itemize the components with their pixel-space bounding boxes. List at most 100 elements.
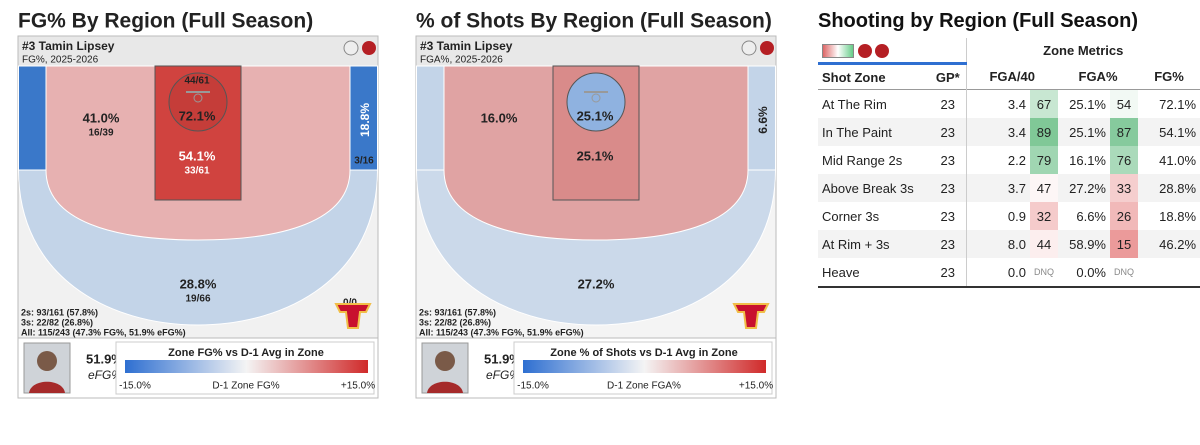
group-header: Zone Metrics xyxy=(1043,43,1124,59)
stat-line: 3s: 22/82 (26.8%) xyxy=(21,317,93,327)
percentile-cell: 44 xyxy=(1030,230,1058,258)
photo-head xyxy=(37,351,57,371)
panel-header xyxy=(416,36,776,66)
table-row: At Rim + 3s 23 8.0 44 58.9% 15 46.2% xyxy=(818,230,1200,258)
table-cell: 41.0% xyxy=(1159,152,1197,168)
zone-count-label: 33/61 xyxy=(184,166,209,177)
table-cell: 23 xyxy=(930,118,967,146)
zone-count-label: 16/39 xyxy=(88,128,113,139)
percentile-cell: 47 xyxy=(1030,174,1058,202)
table-row: At The Rim 23 3.4 67 25.1% 54 72.1% xyxy=(818,89,1200,118)
percentile-cell: 87 xyxy=(1110,118,1138,146)
panel-subtitle: FGA%, 2025-2026 xyxy=(420,55,503,66)
efg-value: 51.9% xyxy=(484,351,521,366)
table-row: Corner 3s 23 0.9 32 6.6% 26 18.8% xyxy=(818,202,1200,230)
hoop xyxy=(193,93,203,103)
team-logo xyxy=(732,303,770,329)
table-cell: 0.0% xyxy=(1076,264,1106,280)
table-cell: At Rim + 3s xyxy=(818,230,930,258)
table-cell: 72.1% xyxy=(1159,96,1197,112)
table-row: In The Paint 23 3.4 89 25.1% 87 54.1% xyxy=(818,118,1200,146)
table-cell: 16.1% xyxy=(1069,152,1106,168)
shot-chart-panel: #3 Tamin Lipsey FGA%, 2025-2026 25.1% 25.1%… xyxy=(415,35,777,399)
table-cell: 3.4 xyxy=(1007,96,1026,112)
table-cell: Above Break 3s xyxy=(818,174,930,202)
photo-body xyxy=(427,381,463,393)
zone-pct-label: 27.2% xyxy=(578,276,615,291)
efg-label: eFG% xyxy=(486,368,520,382)
percentile-cell: 15 xyxy=(1110,230,1138,258)
table-cell: 23 xyxy=(930,146,967,174)
toggle-icon xyxy=(343,40,359,56)
zone-count-label: 44/61 xyxy=(184,76,209,87)
zone-pct-label: 54.1% xyxy=(179,148,216,163)
table-cell: At The Rim xyxy=(822,96,887,112)
zone-pct-label: 16.0% xyxy=(481,110,518,125)
panel-header xyxy=(18,36,378,66)
color-toggle[interactable] xyxy=(822,43,854,58)
stat-line: 2s: 93/161 (57.8%) xyxy=(419,307,496,317)
zone-corner-left xyxy=(416,65,445,171)
stat-line: All: 115/243 (47.3% FG%, 51.9% eFG%) xyxy=(21,327,186,337)
info-icon[interactable] xyxy=(875,43,890,58)
photo-body xyxy=(29,381,65,393)
info-icon xyxy=(760,41,774,55)
zone-corner-right xyxy=(747,65,776,171)
zone-pct-label: 6.6% xyxy=(756,106,770,134)
table-row: Heave 23 0.0 DNQ 0.0% DNQ xyxy=(818,258,1200,287)
table-cell: In The Paint xyxy=(818,118,930,146)
table-cell: 25.1% xyxy=(1069,96,1106,112)
table-cell: 54.1% xyxy=(1138,118,1200,146)
zone-count-label: 19/66 xyxy=(185,294,210,305)
table-cell: 25.1% xyxy=(1058,118,1110,146)
table-cell: 8.0 xyxy=(966,230,1030,258)
legend-gradient xyxy=(125,360,368,373)
table-cell: 23 xyxy=(930,174,967,202)
table-panel: Shooting by Region (Full Season) Zone Me… xyxy=(818,0,1200,300)
photo-head xyxy=(435,351,455,371)
player-name: #3 Tamin Lipsey xyxy=(22,39,115,53)
legend-min: -15.0% xyxy=(119,381,151,392)
efg-value: 51.9% xyxy=(86,351,123,366)
legend-title: Zone FG% vs D-1 Avg in Zone xyxy=(168,347,324,359)
column-header: Shot Zone xyxy=(822,69,886,85)
info-icon xyxy=(362,41,376,55)
shot-chart-panel: #3 Tamin Lipsey FG%, 2025-2026 44/61 72.1% 5… xyxy=(17,35,379,399)
table-cell: 23 xyxy=(930,258,967,287)
header-group-row: Zone Metrics xyxy=(818,38,1200,65)
table-cell: Mid Range 2s xyxy=(822,152,903,168)
column-header: FGA/40 xyxy=(989,68,1035,84)
table-title: Shooting by Region (Full Season) xyxy=(818,10,1138,32)
zone-pct-label: 25.1% xyxy=(577,108,614,123)
stat-line: 3s: 22/82 (26.8%) xyxy=(419,317,491,327)
table-cell: 58.9% xyxy=(1058,230,1110,258)
table-row: Above Break 3s 23 3.7 47 27.2% 33 28.8% xyxy=(818,174,1200,202)
zone-pct-label: 25.1% xyxy=(577,148,614,163)
percentile-cell: 54 xyxy=(1110,89,1138,118)
panel-subtitle: FG%, 2025-2026 xyxy=(22,55,99,66)
zone-pct-label: 18.8% xyxy=(358,103,372,137)
team-logo xyxy=(334,303,372,329)
percentile-cell: 67 xyxy=(1030,89,1058,118)
percentile-cell: DNQ xyxy=(1114,267,1134,277)
percentile-cell: DNQ xyxy=(1034,267,1054,277)
table-cell: 3.7 xyxy=(966,174,1030,202)
toggle-icon xyxy=(741,40,757,56)
table-cell: 23 xyxy=(930,202,967,230)
table-cell: 0.9 xyxy=(1007,208,1026,224)
zone-count-label: 3/16 xyxy=(354,156,374,167)
table-cell: 0.0 xyxy=(1007,264,1026,280)
table-cell: 23 xyxy=(930,230,967,258)
clear-icon[interactable] xyxy=(857,43,872,58)
percentile-cell: 32 xyxy=(1030,202,1058,230)
legend-max: +15.0% xyxy=(341,381,375,392)
table-cell: 2.2 xyxy=(1007,152,1026,168)
table-cell: 6.6% xyxy=(1076,208,1106,224)
zone-corner-right xyxy=(349,65,378,171)
table-cell xyxy=(1138,258,1200,287)
column-header-row: Shot Zone GP* FGA/40 FGA% FG% xyxy=(818,63,1200,90)
percentile-cell: 79 xyxy=(1030,146,1058,174)
zone-pct-label: 28.8% xyxy=(180,276,217,291)
